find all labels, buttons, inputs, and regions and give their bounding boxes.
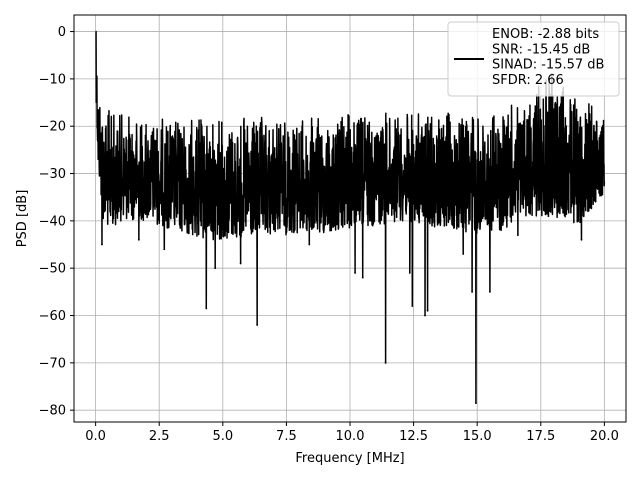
y-tick-label: −30 [39, 167, 66, 182]
psd-dip-point-8 [354, 272, 356, 274]
x-axis-ticks: 0.0 2.5 5.0 7.5 10.0 12.5 15.0 17.5 20.0 [85, 422, 619, 444]
y-tick-label: 0 [58, 25, 66, 40]
psd-dip-point-10 [384, 361, 387, 364]
psd-dip-point-17 [475, 402, 477, 404]
y-tick-label: −10 [39, 72, 66, 87]
psd-dip-point-20 [547, 215, 550, 218]
y-tick-label: −20 [39, 120, 66, 135]
x-tick-label: 10.0 [336, 429, 365, 444]
psd-dip-point-0 [101, 243, 103, 246]
psd-dip-point-18 [489, 290, 491, 293]
x-tick-label: 12.5 [399, 429, 428, 444]
psd-dip-point-9 [361, 276, 364, 279]
legend-sinad: SINAD: -15.57 dB [492, 58, 604, 73]
psd-dip-point-15 [462, 253, 465, 255]
psd-dip-point-6 [256, 324, 259, 326]
psd-dip-point-2 [163, 248, 166, 251]
legend: ENOB: -2.88 bits SNR: -15.45 dB SINAD: -… [447, 21, 620, 97]
psd-dip-point-4 [214, 267, 217, 270]
psd-line [95, 30, 606, 404]
legend-sfdr: SFDR: 2.66 [492, 73, 564, 88]
x-tick-label: 0.0 [85, 429, 106, 444]
psd-dip-point-14 [426, 309, 429, 312]
x-tick-label: 5.0 [212, 429, 233, 444]
psd-dip-point-13 [424, 314, 426, 317]
x-tick-label: 17.5 [526, 429, 555, 444]
y-tick-label: −70 [39, 356, 66, 371]
legend-snr: SNR: -15.45 dB [492, 42, 590, 57]
psd-dip-point-11 [408, 272, 411, 274]
y-axis-ticks: 0 −10 −20 −30 −40 −50 −60 −70 −80 [39, 25, 74, 419]
legend-box [447, 21, 620, 97]
y-tick-label: −50 [39, 262, 66, 277]
psd-dip-point-1 [137, 238, 140, 241]
psd-dip-point-21 [580, 238, 583, 241]
psd-dip-point-12 [411, 305, 414, 307]
psd-dip-point-7 [308, 243, 311, 246]
y-tick-label: −60 [39, 309, 66, 324]
psd-series [95, 30, 606, 404]
x-tick-label: 7.5 [276, 429, 297, 444]
legend-enob: ENOB: -2.88 bits [492, 27, 599, 42]
x-tick-label: 2.5 [149, 429, 170, 444]
x-tick-label: 20.0 [590, 429, 619, 444]
psd-dip-point-19 [516, 234, 519, 236]
x-axis-label: Frequency [MHz] [295, 451, 404, 466]
y-tick-label: −40 [39, 214, 66, 229]
psd-dip-point-5 [239, 262, 242, 265]
psd-dip-point-3 [205, 307, 208, 310]
psd-dip-point-16 [471, 290, 474, 293]
y-tick-label: −80 [39, 404, 66, 419]
x-tick-label: 15.0 [463, 429, 492, 444]
y-axis-label: PSD [dB] [15, 190, 30, 248]
